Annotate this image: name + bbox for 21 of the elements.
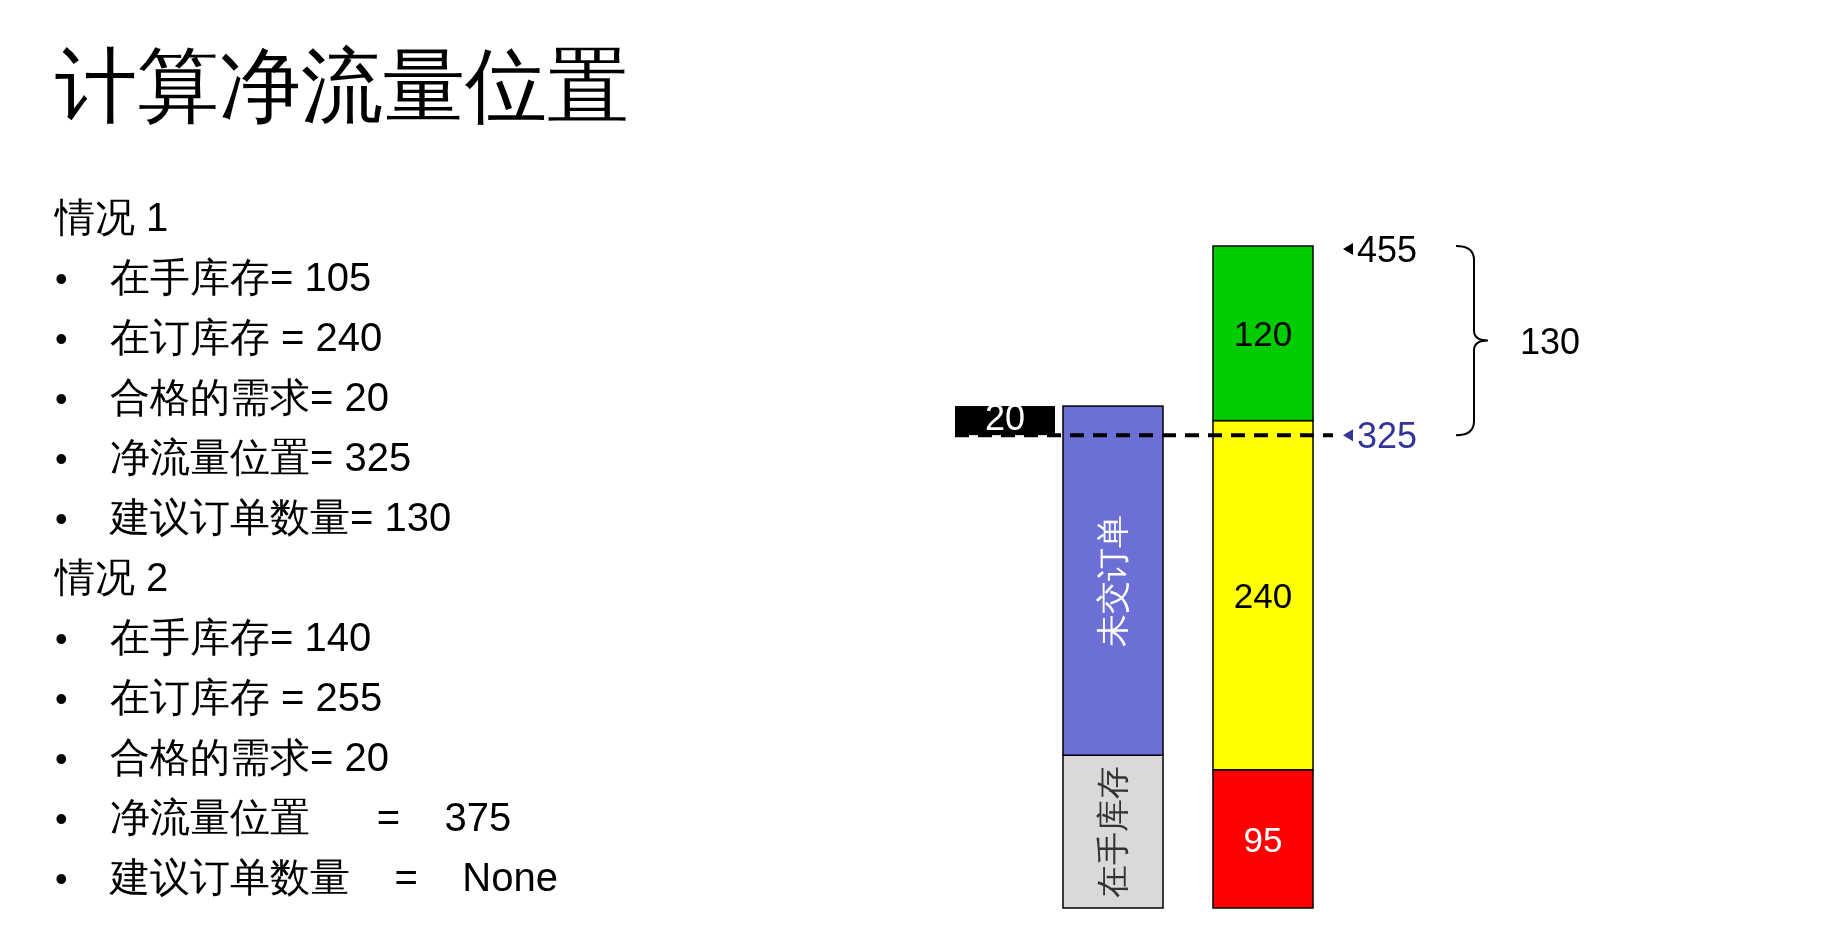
text: 455 xyxy=(1357,229,1418,270)
ref-line-label: 325 xyxy=(1357,415,1418,457)
text: • 在手库存= 140 xyxy=(55,615,372,659)
text: • 在手库存= 105 xyxy=(55,255,372,299)
text: 情况 1 xyxy=(53,195,169,239)
data-label: 120 xyxy=(1233,314,1293,354)
text: • 净流量位置= 325 xyxy=(55,435,412,479)
text: • 在订库存 = 255 xyxy=(55,675,383,719)
text: 情况 2 xyxy=(53,555,169,599)
data-label: 95 xyxy=(1243,819,1283,859)
chart-title: 计算净流量位置 xyxy=(55,40,629,131)
series-label: 未交订单 xyxy=(1094,514,1132,647)
data-label: 240 xyxy=(1233,576,1293,616)
text: 130 xyxy=(1520,320,1581,362)
text: • 合格的需求= 20 xyxy=(55,375,389,419)
series-label: 在手库存 xyxy=(1094,765,1132,898)
text: • 净流量位置 = 375 xyxy=(55,795,512,839)
text: • 合格的需求= 20 xyxy=(55,735,389,779)
text: • 建议订单数量= 130 xyxy=(55,495,452,539)
text: • 建议订单数量 = None xyxy=(55,855,558,899)
text: • 在订库存 = 240 xyxy=(55,315,383,359)
